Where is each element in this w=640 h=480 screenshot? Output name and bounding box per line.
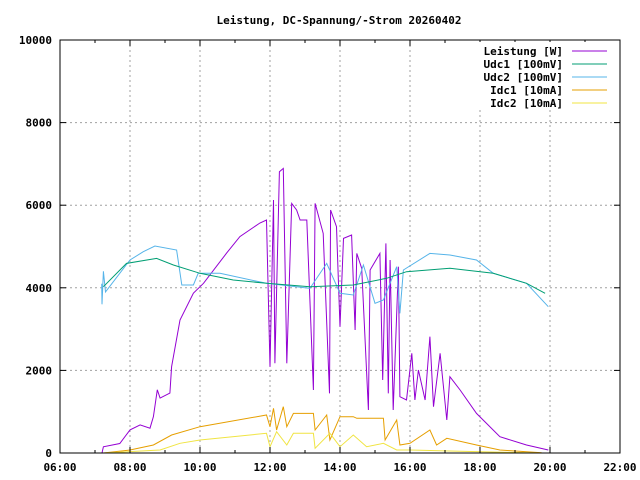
- x-tick-label: 22:00: [603, 461, 636, 474]
- y-tick-label: 0: [45, 447, 52, 460]
- legend-label: Idc2 [10mA]: [490, 97, 563, 110]
- y-tick-label: 10000: [19, 34, 52, 47]
- y-tick-label: 6000: [26, 199, 53, 212]
- y-tick-label: 2000: [26, 364, 53, 377]
- axis-ticks: 06:00 08:00 10:00 12:00 14:00 16:00 18:00 20:00…: [19, 34, 637, 474]
- series-line-1: [103, 257, 546, 294]
- legend-label: Leistung [W]: [484, 45, 563, 58]
- x-tick-label: 14:00: [323, 461, 356, 474]
- x-tick-label: 08:00: [113, 461, 146, 474]
- series-line-4: [103, 430, 542, 454]
- legend-label: Udc1 [100mV]: [484, 58, 563, 71]
- series-line-2: [101, 245, 549, 314]
- x-tick-label: 18:00: [463, 461, 496, 474]
- series-line-3: [103, 406, 542, 454]
- legend-label: Udc2 [100mV]: [484, 71, 563, 84]
- series-group: [101, 167, 549, 454]
- series-line-0: [101, 167, 549, 454]
- y-tick-label: 4000: [26, 282, 53, 295]
- legend-label: Idc1 [10mA]: [490, 84, 563, 97]
- y-tick-label: 8000: [26, 117, 53, 130]
- legend: Leistung [W]Udc1 [100mV]Udc2 [100mV]Idc1…: [474, 42, 618, 110]
- x-tick-label: 16:00: [393, 461, 426, 474]
- x-tick-label: 12:00: [253, 461, 286, 474]
- grid: [60, 40, 620, 453]
- x-tick-label: 20:00: [533, 461, 566, 474]
- chart-title: Leistung, DC-Spannung/-Strom 20260402: [216, 14, 461, 27]
- x-tick-label: 06:00: [43, 461, 76, 474]
- legend-background: [474, 42, 618, 110]
- x-tick-label: 10:00: [183, 461, 216, 474]
